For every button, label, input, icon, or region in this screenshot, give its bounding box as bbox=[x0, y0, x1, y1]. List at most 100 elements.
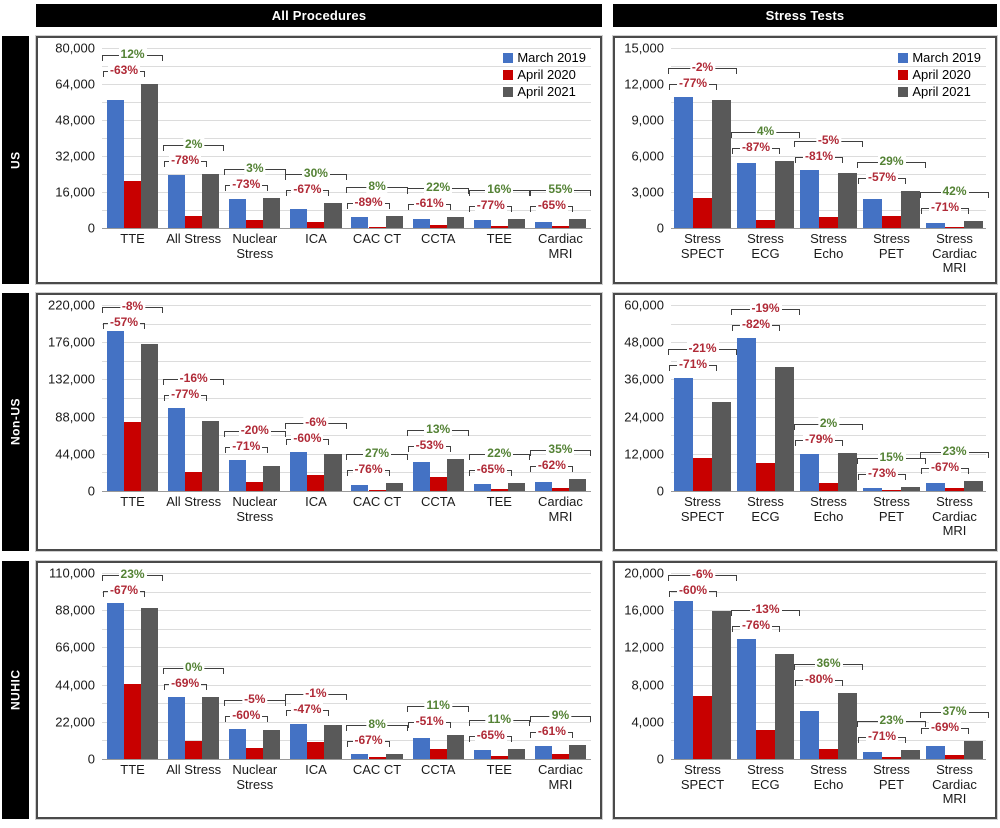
gridline bbox=[102, 721, 591, 723]
change-april-2020-label: -61% bbox=[535, 724, 568, 739]
bar-april-2020-stress-ecg bbox=[756, 463, 775, 491]
legend-swatch-march-2019 bbox=[503, 52, 514, 63]
change-april-2020-label: -87% bbox=[740, 139, 773, 154]
bar-march-2019-ccta bbox=[412, 219, 430, 228]
gridline bbox=[102, 210, 591, 211]
x-category-label-stress-spect: Stress SPECT bbox=[680, 762, 725, 792]
bar-april-2020-stress-pet bbox=[882, 215, 901, 228]
row-header-nuhic: NUHIC bbox=[2, 561, 29, 819]
change-april-2021-label: -13% bbox=[749, 601, 782, 617]
x-category-label-stress-echo: Stress Echo bbox=[810, 494, 847, 524]
change-april-2020-label: -71% bbox=[230, 438, 263, 453]
y-axis-tick-label: 80,000 bbox=[55, 40, 95, 56]
change-april-2020-label: -71% bbox=[929, 199, 962, 214]
gridline bbox=[102, 703, 591, 705]
x-category-label-stress-cardiac-mri: Stress Cardiac MRI bbox=[932, 494, 977, 539]
bar-april-2021-stress-pet bbox=[900, 749, 920, 759]
bar-april-2021-tee bbox=[507, 482, 525, 491]
bar-april-2021-stress-cardiac-mri bbox=[963, 220, 983, 228]
bar-april-2020-stress-spect bbox=[693, 695, 712, 759]
bar-march-2019-stress-ecg bbox=[737, 639, 757, 759]
gridline bbox=[671, 66, 986, 67]
change-april-2020-label: -67% bbox=[291, 181, 324, 196]
gridline bbox=[102, 305, 591, 306]
change-april-2020-label: -60% bbox=[230, 707, 263, 722]
bar-april-2020-tte bbox=[124, 683, 142, 759]
gridline bbox=[671, 305, 986, 306]
x-category-label-ccta: CCTA bbox=[420, 231, 456, 246]
change-april-2021-label: -6% bbox=[303, 414, 329, 430]
legend-item-march-2019: March 2019 bbox=[898, 50, 981, 65]
bar-march-2019-stress-cardiac-mri bbox=[926, 222, 946, 228]
bar-april-2021-stress-echo bbox=[837, 453, 857, 491]
change-april-2021-label: 27% bbox=[363, 446, 392, 461]
gridline bbox=[102, 102, 591, 103]
change-april-2020-label: -81% bbox=[803, 149, 836, 164]
legend-label: April 2021 bbox=[912, 84, 971, 99]
change-april-2021-label: -16% bbox=[177, 371, 210, 386]
x-category-label-ica: ICA bbox=[305, 762, 327, 777]
change-april-2021-label: 29% bbox=[877, 153, 906, 168]
bar-march-2019-cardiac-mri bbox=[534, 482, 552, 491]
gridline bbox=[671, 703, 986, 705]
change-april-2021-label: 0% bbox=[183, 660, 205, 675]
gridline bbox=[102, 684, 591, 686]
y-axis-tick-label: 0 bbox=[87, 483, 95, 499]
bar-april-2020-stress-cardiac-mri bbox=[945, 488, 964, 491]
x-category-label-stress-ecg: Stress ECG bbox=[747, 762, 784, 792]
change-april-2021-label: -2% bbox=[689, 60, 716, 75]
gridline bbox=[102, 379, 591, 381]
bar-march-2019-nuclear-stress bbox=[229, 728, 247, 759]
x-category-label-tee: TEE bbox=[486, 231, 512, 246]
bar-march-2019-nuclear-stress bbox=[229, 459, 247, 491]
change-april-2021-label: 12% bbox=[118, 47, 147, 62]
bar-april-2020-tte bbox=[124, 180, 142, 228]
change-april-2021-label: 8% bbox=[366, 178, 388, 194]
x-category-label-stress-cardiac-mri: Stress Cardiac MRI bbox=[932, 231, 977, 276]
bar-april-2020-nuclear-stress bbox=[246, 481, 264, 491]
bar-march-2019-all-stress bbox=[168, 174, 186, 228]
bar-april-2021-cac-ct bbox=[385, 754, 403, 759]
legend-swatch-april-2021 bbox=[898, 86, 909, 97]
change-april-2021-label: 4% bbox=[754, 123, 777, 138]
bar-april-2021-cardiac-mri bbox=[568, 218, 587, 228]
bar-march-2019-stress-echo bbox=[800, 710, 820, 759]
change-april-2021-label: 37% bbox=[940, 704, 969, 719]
change-april-2020-label: -73% bbox=[230, 176, 263, 191]
bar-april-2020-ica bbox=[307, 221, 325, 228]
x-category-label-tee: TEE bbox=[486, 494, 512, 509]
change-april-2020-label: -51% bbox=[413, 714, 446, 729]
gridline bbox=[671, 210, 986, 211]
bar-april-2020-tee bbox=[490, 756, 508, 759]
change-april-2021-label: 16% bbox=[485, 181, 514, 197]
gridline bbox=[671, 398, 986, 399]
change-april-2021-label: -8% bbox=[119, 298, 146, 314]
gridline bbox=[671, 453, 986, 455]
change-april-2020-label: -78% bbox=[169, 152, 202, 167]
bar-march-2019-cac-ct bbox=[351, 485, 369, 491]
x-category-label-ccta: CCTA bbox=[420, 494, 456, 509]
y-axis-tick-label: 12,000 bbox=[624, 76, 664, 92]
bar-april-2020-ica bbox=[307, 741, 325, 759]
change-april-2021-label: 2% bbox=[183, 136, 205, 151]
bar-april-2020-stress-echo bbox=[819, 217, 838, 228]
y-axis-tick-label: 4,000 bbox=[631, 714, 664, 730]
change-april-2021-label: 11% bbox=[485, 712, 513, 727]
x-axis-labels: TTE All Stress Nuclear Stress ICA CAC CT CCTA… bbox=[102, 491, 591, 541]
bar-april-2020-tee bbox=[490, 488, 508, 491]
legend-item-april-2021: April 2021 bbox=[503, 84, 586, 99]
bar-april-2021-nuclear-stress bbox=[263, 730, 281, 759]
gridline bbox=[671, 360, 986, 362]
change-april-2020-label: -82% bbox=[740, 316, 773, 331]
column-header-stress-tests: Stress Tests bbox=[613, 4, 997, 27]
bar-march-2019-cardiac-mri bbox=[534, 221, 552, 228]
chart-panel-non-us-all-procedures: 0 44,000 88,000 132,000 176,000 220,000 -8% -57… bbox=[36, 293, 602, 551]
x-category-label-ica: ICA bbox=[305, 231, 327, 246]
x-category-label-ica: ICA bbox=[305, 494, 327, 509]
change-april-2021-label: 2% bbox=[817, 415, 840, 431]
change-april-2021-label: 35% bbox=[546, 441, 575, 457]
change-april-2020-label: -60% bbox=[291, 430, 324, 446]
change-april-2020-label: -77% bbox=[169, 387, 202, 402]
gridline bbox=[102, 453, 591, 455]
change-april-2021-label: 22% bbox=[485, 445, 514, 460]
